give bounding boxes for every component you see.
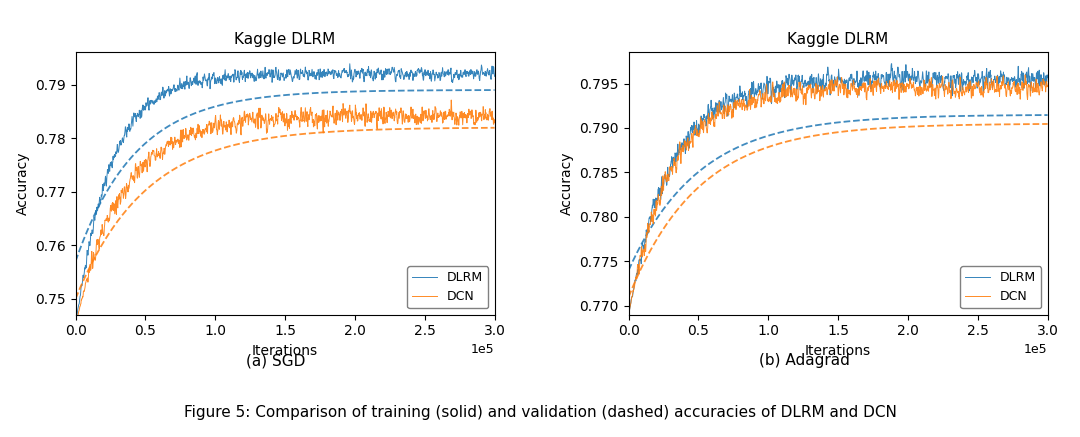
DLRM <box>256 75 269 80</box>
DLRM <box>264 72 276 77</box>
Text: (b) Adagrad: (b) Adagrad <box>759 353 850 368</box>
DCN <box>654 188 667 193</box>
DLRM <box>654 189 667 194</box>
DLRM <box>343 61 356 66</box>
DCN <box>861 90 874 95</box>
DLRM <box>809 83 822 89</box>
DLRM <box>1041 75 1054 80</box>
Legend: DLRM, DCN: DLRM, DCN <box>407 266 488 309</box>
X-axis label: Iterations: Iterations <box>805 344 872 358</box>
DCN <box>264 121 276 127</box>
DLRM <box>800 83 813 88</box>
DCN <box>672 157 685 163</box>
DCN <box>69 323 82 328</box>
DCN <box>1018 72 1031 77</box>
DLRM <box>119 128 132 133</box>
DCN <box>1041 83 1054 88</box>
DCN <box>809 94 822 100</box>
Y-axis label: Accuracy: Accuracy <box>559 152 573 215</box>
Legend: DLRM, DCN: DLRM, DCN <box>960 266 1041 309</box>
DLRM <box>308 69 321 74</box>
DCN <box>247 117 260 122</box>
DLRM <box>488 74 501 79</box>
DCN <box>308 120 321 125</box>
DCN <box>119 188 132 193</box>
DCN <box>800 92 813 97</box>
Y-axis label: Accuracy: Accuracy <box>15 152 29 215</box>
Text: (a) SGD: (a) SGD <box>246 353 305 368</box>
Line: DLRM: DLRM <box>76 64 495 325</box>
DLRM <box>247 72 260 77</box>
DLRM <box>816 83 829 89</box>
DLRM <box>672 146 685 151</box>
Line: DLRM: DLRM <box>629 64 1048 315</box>
DLRM <box>622 312 635 317</box>
DCN <box>488 120 501 125</box>
DCN <box>445 97 458 103</box>
Title: Kaggle DLRM: Kaggle DLRM <box>787 32 889 47</box>
Line: DCN: DCN <box>629 75 1048 315</box>
DCN <box>816 83 829 88</box>
DLRM <box>861 68 874 73</box>
DLRM <box>102 170 114 175</box>
DCN <box>102 218 114 224</box>
DLRM <box>886 61 899 66</box>
X-axis label: Iterations: Iterations <box>252 344 319 358</box>
DCN <box>256 113 269 118</box>
Title: Kaggle DLRM: Kaggle DLRM <box>234 32 336 47</box>
DLRM <box>69 323 82 328</box>
Text: Figure 5: Comparison of training (solid) and validation (dashed) accuracies of D: Figure 5: Comparison of training (solid)… <box>184 406 896 420</box>
DCN <box>622 312 635 317</box>
Line: DCN: DCN <box>76 100 495 325</box>
